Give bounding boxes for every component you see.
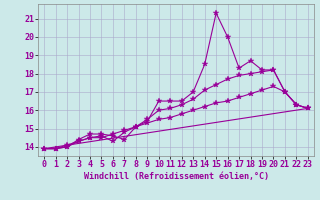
X-axis label: Windchill (Refroidissement éolien,°C): Windchill (Refroidissement éolien,°C)	[84, 172, 268, 181]
